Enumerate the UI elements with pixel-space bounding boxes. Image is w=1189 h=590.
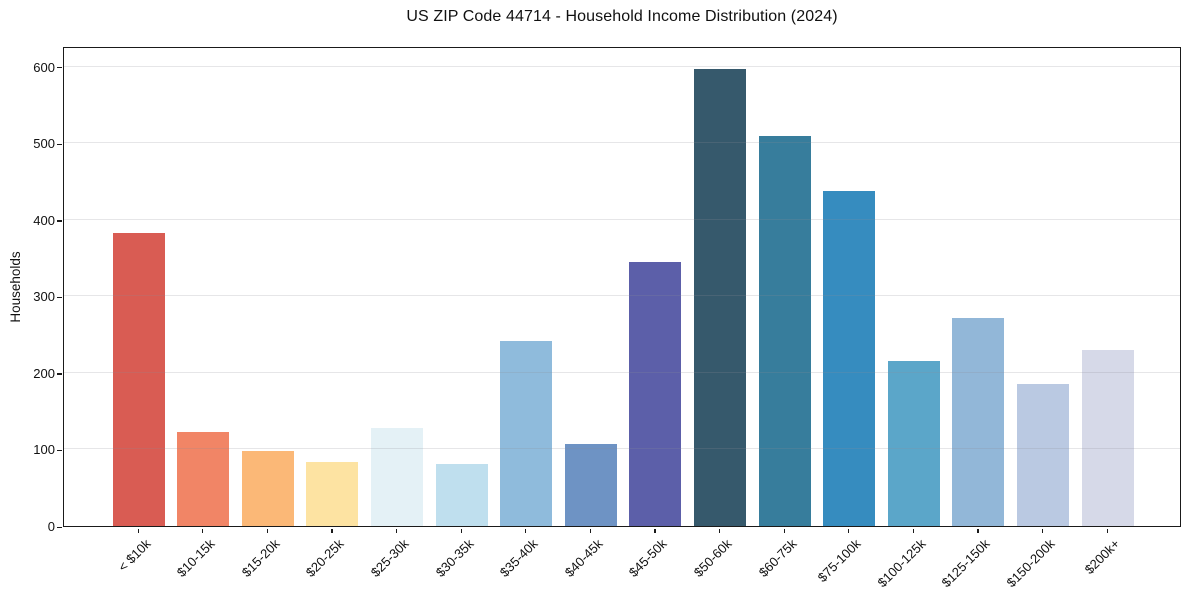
x-tick-mark-$125-150k [977,528,979,533]
y-tick-mark-0 [57,526,62,528]
x-tick-label-$30-35k: $30-35k [432,536,477,580]
gridline-100 [64,448,1180,450]
bar-$30-35k [435,464,488,526]
chart-title: US ZIP Code 44714 - Household Income Dis… [406,8,838,25]
y-tick-label-500: 500 [33,136,55,152]
bar-$125-150k [952,317,1005,526]
x-tick-mark-$75-100k [848,528,850,533]
bar-$25-30k [370,428,423,526]
gridline-200 [64,371,1180,373]
x-tick-label-< $10k: < $10k [114,536,154,575]
bar-$75-100k [823,191,876,526]
y-tick-mark-100 [57,449,62,452]
y-tick-label-600: 600 [33,59,55,75]
bar-$45-50k [629,261,682,526]
bar-$15-20k [241,450,294,526]
bar-$200k+ [1081,349,1134,526]
x-tick-mark-$150-200k [1041,528,1044,533]
gridline-300 [64,295,1180,297]
x-tick-label-$10-15k: $10-15k [173,536,218,580]
x-tick-mark-$50-60k [718,528,721,533]
bar-$60-75k [758,135,811,526]
x-tick-mark-$15-20k [266,528,268,533]
y-tick-mark-300 [57,296,62,299]
plot-area [63,47,1181,527]
gridline-600 [64,65,1180,67]
x-tick-mark-$25-30k [395,528,398,533]
x-tick-mark-$35-40k [525,528,527,533]
x-tick-label-$50-60k: $50-60k [690,536,735,580]
x-tick-label-$200k+: $200k+ [1081,536,1123,578]
x-tick-mark-< $10k [137,528,139,533]
bar-$35-40k [500,340,553,526]
x-tick-label-$35-40k: $35-40k [496,536,541,580]
grid-layer [64,48,1180,526]
y-tick-mark-500 [57,143,62,146]
y-tick-label-400: 400 [33,212,55,228]
y-tick-label-300: 300 [33,289,55,305]
x-tick-mark-$40-45k [589,528,591,533]
bar-$100-125k [887,361,940,526]
bar-$20-25k [306,461,359,526]
x-tick-mark-$200k+ [1106,528,1108,533]
x-tick-mark-$45-50k [654,528,656,533]
x-tick-label-$15-20k: $15-20k [238,536,283,580]
x-tick-label-$60-75k: $60-75k [755,536,800,580]
x-tick-mark-$30-35k [460,528,462,533]
y-tick-mark-600 [57,67,62,69]
x-tick-mark-$60-75k [783,528,785,533]
x-tick-mark-$10-15k [202,528,204,533]
bar-$50-60k [693,68,746,526]
bar-$10-15k [177,431,230,526]
x-tick-label-$45-50k: $45-50k [626,536,670,580]
x-tick-label-$20-25k: $20-25k [303,536,347,580]
x-tick-mark-$20-25k [331,528,333,533]
x-tick-label-$150-200k: $150-200k [1003,536,1058,590]
x-tick-label-$100-125k: $100-125k [874,536,929,590]
x-tick-label-$25-30k: $25-30k [367,536,412,580]
gridline-400 [64,218,1180,220]
y-tick-mark-400 [57,220,62,222]
x-tick-label-$40-45k: $40-45k [561,536,606,580]
x-tick-label-$125-150k: $125-150k [938,536,993,590]
y-tick-label-100: 100 [33,442,55,458]
y-tick-mark-200 [57,373,62,375]
y-tick-label-200: 200 [33,365,55,381]
bar-$150-200k [1016,384,1069,526]
x-tick-label-$75-100k: $75-100k [814,536,864,585]
x-tick-mark-$100-125k [912,528,914,533]
bar-< $10k [112,232,165,526]
gridline-500 [64,142,1180,144]
bar-$40-45k [564,444,617,526]
bar-layer [64,48,1180,526]
y-tick-label-0: 0 [47,519,55,534]
